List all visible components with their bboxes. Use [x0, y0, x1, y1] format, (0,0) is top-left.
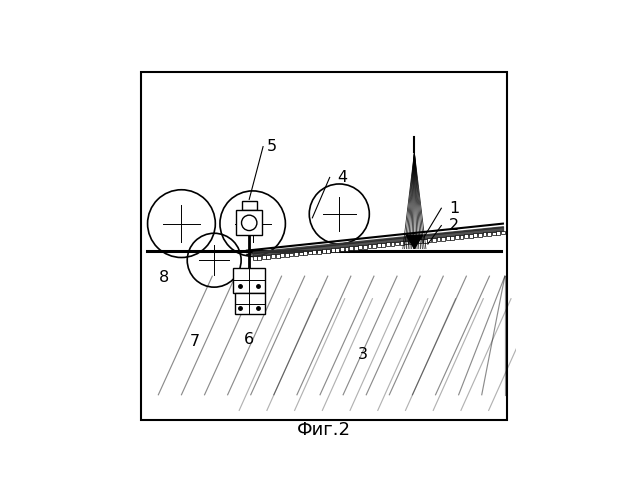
- Bar: [446, 236, 449, 240]
- Bar: [289, 252, 293, 256]
- Bar: [478, 233, 482, 237]
- Bar: [501, 230, 505, 234]
- Bar: [317, 250, 321, 254]
- Bar: [308, 250, 312, 254]
- Text: Фиг.2: Фиг.2: [297, 422, 351, 440]
- Bar: [492, 232, 495, 235]
- Bar: [354, 246, 358, 250]
- Text: 3: 3: [358, 347, 367, 362]
- Bar: [372, 244, 376, 248]
- Text: 4: 4: [337, 170, 348, 185]
- Bar: [432, 238, 436, 242]
- Bar: [459, 235, 463, 238]
- Text: 8: 8: [159, 270, 169, 285]
- Text: 2: 2: [449, 218, 459, 233]
- Bar: [409, 240, 413, 244]
- Bar: [358, 246, 362, 249]
- Bar: [395, 242, 399, 246]
- Bar: [391, 242, 394, 246]
- Text: 7: 7: [190, 334, 200, 348]
- Bar: [418, 239, 422, 243]
- Bar: [312, 250, 316, 254]
- Bar: [473, 234, 477, 237]
- Bar: [451, 236, 454, 240]
- Bar: [441, 237, 445, 240]
- Bar: [242, 200, 257, 210]
- Bar: [276, 254, 279, 258]
- Bar: [382, 243, 386, 247]
- Bar: [271, 254, 275, 258]
- Bar: [294, 252, 298, 256]
- Bar: [404, 240, 408, 244]
- Text: 1: 1: [449, 200, 459, 216]
- Bar: [344, 247, 348, 250]
- Bar: [326, 248, 330, 252]
- Bar: [400, 241, 404, 245]
- Text: 6: 6: [244, 332, 254, 346]
- Bar: [455, 236, 459, 239]
- Bar: [236, 210, 262, 235]
- Bar: [233, 268, 265, 293]
- Bar: [483, 232, 487, 236]
- Bar: [336, 248, 339, 252]
- Bar: [427, 238, 431, 242]
- Bar: [331, 248, 335, 252]
- Text: 5: 5: [267, 139, 277, 154]
- Bar: [496, 231, 501, 235]
- Bar: [386, 242, 390, 246]
- Bar: [257, 256, 261, 260]
- Bar: [423, 238, 427, 242]
- Bar: [262, 256, 265, 259]
- Bar: [234, 293, 265, 314]
- Bar: [349, 246, 353, 250]
- Bar: [368, 244, 372, 248]
- Bar: [285, 253, 289, 257]
- Bar: [253, 256, 257, 260]
- Bar: [487, 232, 491, 236]
- Bar: [363, 245, 367, 248]
- Polygon shape: [406, 235, 422, 248]
- Bar: [280, 254, 284, 258]
- Bar: [303, 251, 307, 255]
- Bar: [299, 252, 303, 256]
- Bar: [377, 244, 380, 248]
- Bar: [413, 240, 418, 244]
- Bar: [267, 255, 270, 259]
- Bar: [340, 248, 344, 251]
- Bar: [469, 234, 473, 237]
- Bar: [437, 237, 441, 241]
- Bar: [465, 234, 468, 238]
- Bar: [322, 249, 325, 253]
